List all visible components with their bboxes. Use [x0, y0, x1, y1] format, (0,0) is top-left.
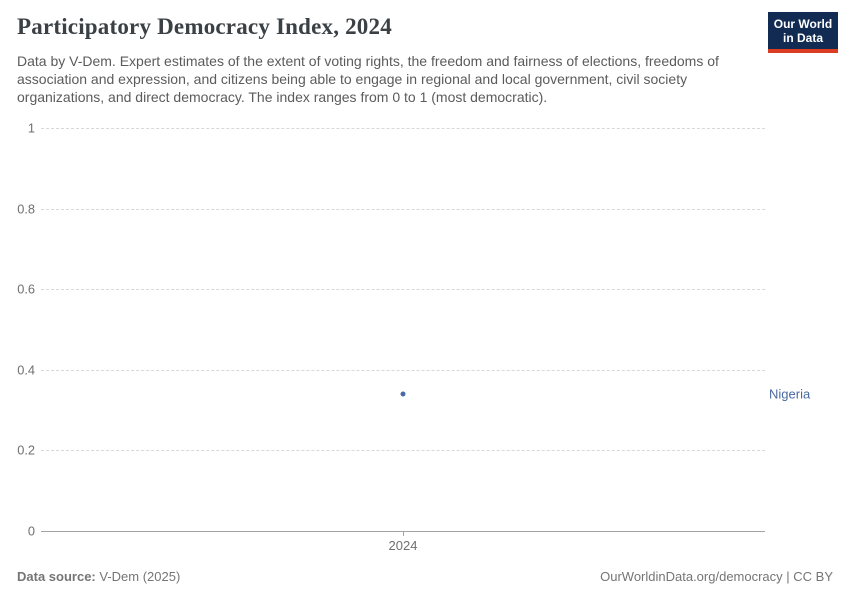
data-source-value: V-Dem (2025)	[99, 569, 181, 584]
owid-logo-line1: Our World	[773, 17, 833, 31]
attribution-link[interactable]: OurWorldinData.org/democracy | CC BY	[600, 569, 833, 584]
entity-label-nigeria[interactable]: Nigeria	[769, 386, 811, 402]
y-gridline	[41, 369, 765, 371]
owid-logo-line2: in Data	[782, 31, 823, 46]
data-point-nigeria[interactable]	[400, 391, 406, 397]
x-axis-tick-mark	[403, 531, 404, 536]
y-axis-tick-label: 0	[27, 523, 35, 539]
y-gridline	[41, 128, 765, 129]
page-title: Participatory Democracy Index, 2024	[17, 14, 392, 39]
y-axis-tick-label: 1	[27, 120, 35, 136]
chart-subtitle: Data by V-Dem. Expert estimates of the e…	[17, 53, 719, 105]
y-gridline	[41, 208, 765, 210]
y-axis-tick-label: 0.2	[17, 442, 35, 458]
y-gridline	[41, 289, 765, 291]
plot-area: 2024 Nigeria 1 0.8 0.6 0.4 0.2 0	[17, 121, 810, 554]
owid-logo[interactable]: Our World in Data	[768, 12, 838, 54]
y-axis-tick-label: 0.8	[17, 201, 35, 217]
x-axis-line	[41, 531, 765, 532]
y-axis-tick-label: 0.4	[17, 362, 35, 378]
y-axis-tick-label: 0.6	[17, 281, 35, 297]
data-source-note: Data source: V-Dem (2025)	[17, 569, 180, 584]
y-gridline	[41, 450, 765, 452]
x-axis-tick-label: 2024	[388, 538, 418, 553]
data-source-label: Data source:	[17, 569, 96, 584]
